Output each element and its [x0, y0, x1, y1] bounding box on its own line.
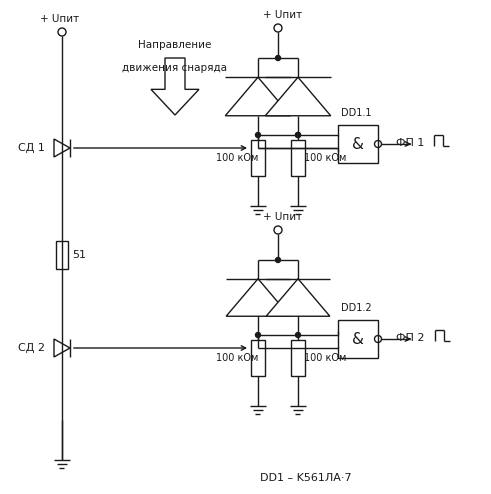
Bar	[56, 241, 68, 269]
Circle shape	[255, 132, 261, 137]
Polygon shape	[266, 279, 330, 316]
Polygon shape	[54, 339, 70, 357]
Text: + Uпит: + Uпит	[263, 10, 302, 20]
Circle shape	[296, 332, 300, 337]
Circle shape	[275, 257, 280, 262]
Text: DD1.1: DD1.1	[341, 108, 371, 118]
Bar	[251, 340, 265, 376]
Text: DD1.2: DD1.2	[341, 303, 371, 313]
Bar	[338, 320, 378, 358]
Text: Направление: Направление	[138, 40, 212, 50]
Polygon shape	[54, 139, 70, 157]
Text: 100 кОм: 100 кОм	[304, 353, 346, 363]
Text: + Uпит: + Uпит	[40, 14, 79, 24]
Text: ФП 2: ФП 2	[396, 333, 425, 343]
Polygon shape	[151, 58, 199, 115]
Polygon shape	[225, 77, 291, 116]
Text: 100 кОм: 100 кОм	[216, 153, 258, 163]
Circle shape	[255, 345, 261, 351]
Text: ФП 1: ФП 1	[396, 138, 424, 148]
Circle shape	[296, 132, 300, 137]
Bar	[338, 125, 378, 163]
Polygon shape	[226, 279, 290, 316]
Circle shape	[275, 55, 280, 60]
Text: СД 1: СД 1	[18, 143, 45, 153]
Bar	[251, 140, 265, 176]
Bar	[291, 340, 305, 376]
Text: DD1 – K561ЛА·7: DD1 – K561ЛА·7	[260, 473, 352, 483]
Text: &: &	[352, 331, 364, 346]
Circle shape	[255, 146, 261, 151]
Circle shape	[255, 332, 261, 337]
Text: 100 кОм: 100 кОм	[304, 153, 346, 163]
Circle shape	[296, 132, 300, 137]
Polygon shape	[265, 77, 331, 116]
Bar	[291, 140, 305, 176]
Text: + Uпит: + Uпит	[263, 212, 302, 222]
Text: движения снаряда: движения снаряда	[122, 63, 227, 73]
Text: СД 2: СД 2	[18, 343, 45, 353]
Text: &: &	[352, 136, 364, 152]
Text: 51: 51	[72, 250, 86, 260]
Text: 100 кОм: 100 кОм	[216, 353, 258, 363]
